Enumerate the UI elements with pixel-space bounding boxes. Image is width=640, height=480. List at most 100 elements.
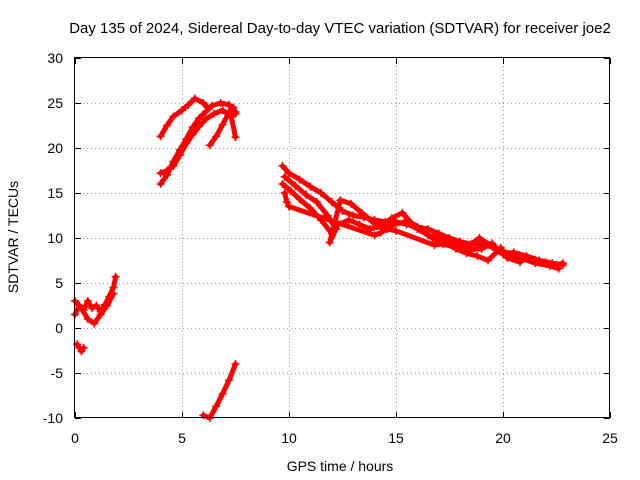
data-point [195,114,204,123]
series-trail-4 [280,189,525,267]
data-series [71,94,567,422]
chart-title: Day 135 of 2024, Sidereal Day-to-day VTE… [69,20,611,37]
data-point [231,360,240,368]
data-point [486,241,495,250]
series-line [282,190,523,265]
data-point [195,122,204,131]
data-point [201,115,210,124]
data-point [475,234,484,242]
data-point [282,198,291,206]
data-point [278,162,287,170]
x-tick-label: 5 [178,430,186,446]
y-tick-label: 30 [47,50,63,66]
data-point [462,249,471,258]
data-point [182,139,191,148]
data-point [336,196,345,205]
x-tick-label: 10 [281,430,297,446]
data-point [535,256,544,265]
data-point [156,169,165,178]
data-point [548,259,557,268]
data-point [163,121,172,130]
data-point [178,106,186,115]
data-point [218,389,227,398]
data-point [398,208,407,217]
data-point [295,175,304,184]
data-point [325,238,334,247]
data-point [503,253,512,262]
data-point [389,220,398,229]
y-tick-labels: -10 -5 0 5 10 15 20 25 30 [43,50,63,426]
data-point [205,141,214,150]
data-point [306,204,315,213]
axis-ticks [75,58,611,419]
data-point [212,132,221,141]
data-point [484,256,493,265]
plot-frame [74,57,610,418]
data-point [109,289,118,298]
y-tick-label: -10 [43,410,63,426]
data-point [156,180,165,188]
data-point [327,198,336,206]
data-point [218,120,227,129]
y-tick-label: 15 [47,185,63,201]
data-point [96,310,105,319]
data-point [392,226,400,235]
data-point [441,239,450,248]
data-point [216,99,225,107]
grid-lines [75,58,610,418]
data-point [477,244,486,253]
series-arc-1 [156,94,212,141]
data-point [169,112,178,121]
data-point [430,241,439,250]
data-point [92,301,101,310]
series-arc-3 [156,106,240,178]
data-point [377,228,386,237]
data-point [231,108,240,116]
x-axis-title: GPS time / hours [287,458,394,474]
data-point [278,180,287,188]
data-point [368,217,377,226]
data-point [280,172,289,181]
y-tick-label: 10 [47,230,63,246]
data-point [175,151,184,160]
y-tick-label: 5 [55,275,63,291]
y-tick-label: 0 [55,320,63,336]
data-point [169,162,178,170]
data-point [317,189,326,197]
data-point [225,376,234,385]
data-point [111,272,120,281]
data-point [522,252,531,260]
data-point [473,252,482,260]
data-point [199,99,208,107]
data-point [190,94,199,103]
data-point [291,181,300,190]
data-point [90,319,99,328]
x-tick-label: 15 [388,430,404,446]
data-point [355,220,364,229]
data-point [231,133,240,142]
data-point [163,166,172,175]
series-arc-4 [205,103,240,150]
data-point [285,169,293,178]
x-tick-label: 0 [71,430,79,446]
data-point [77,304,86,313]
data-point [210,109,219,118]
data-point [212,402,221,411]
data-point [103,301,112,310]
y-tick-label: 20 [47,140,63,156]
series-cluster-1c [73,340,88,356]
series-cluster-1b [71,289,118,328]
data-point [349,211,358,220]
series-line [74,341,87,354]
data-point [306,182,315,191]
data-point [83,315,92,323]
x-tick-label: 20 [495,430,511,446]
y-tick-label: 25 [47,95,63,111]
data-point [285,202,293,211]
data-point [201,108,210,116]
data-point [424,231,433,240]
x-tick-label: 25 [602,430,618,446]
y-tick-label: -5 [51,365,64,381]
data-point [413,225,422,233]
